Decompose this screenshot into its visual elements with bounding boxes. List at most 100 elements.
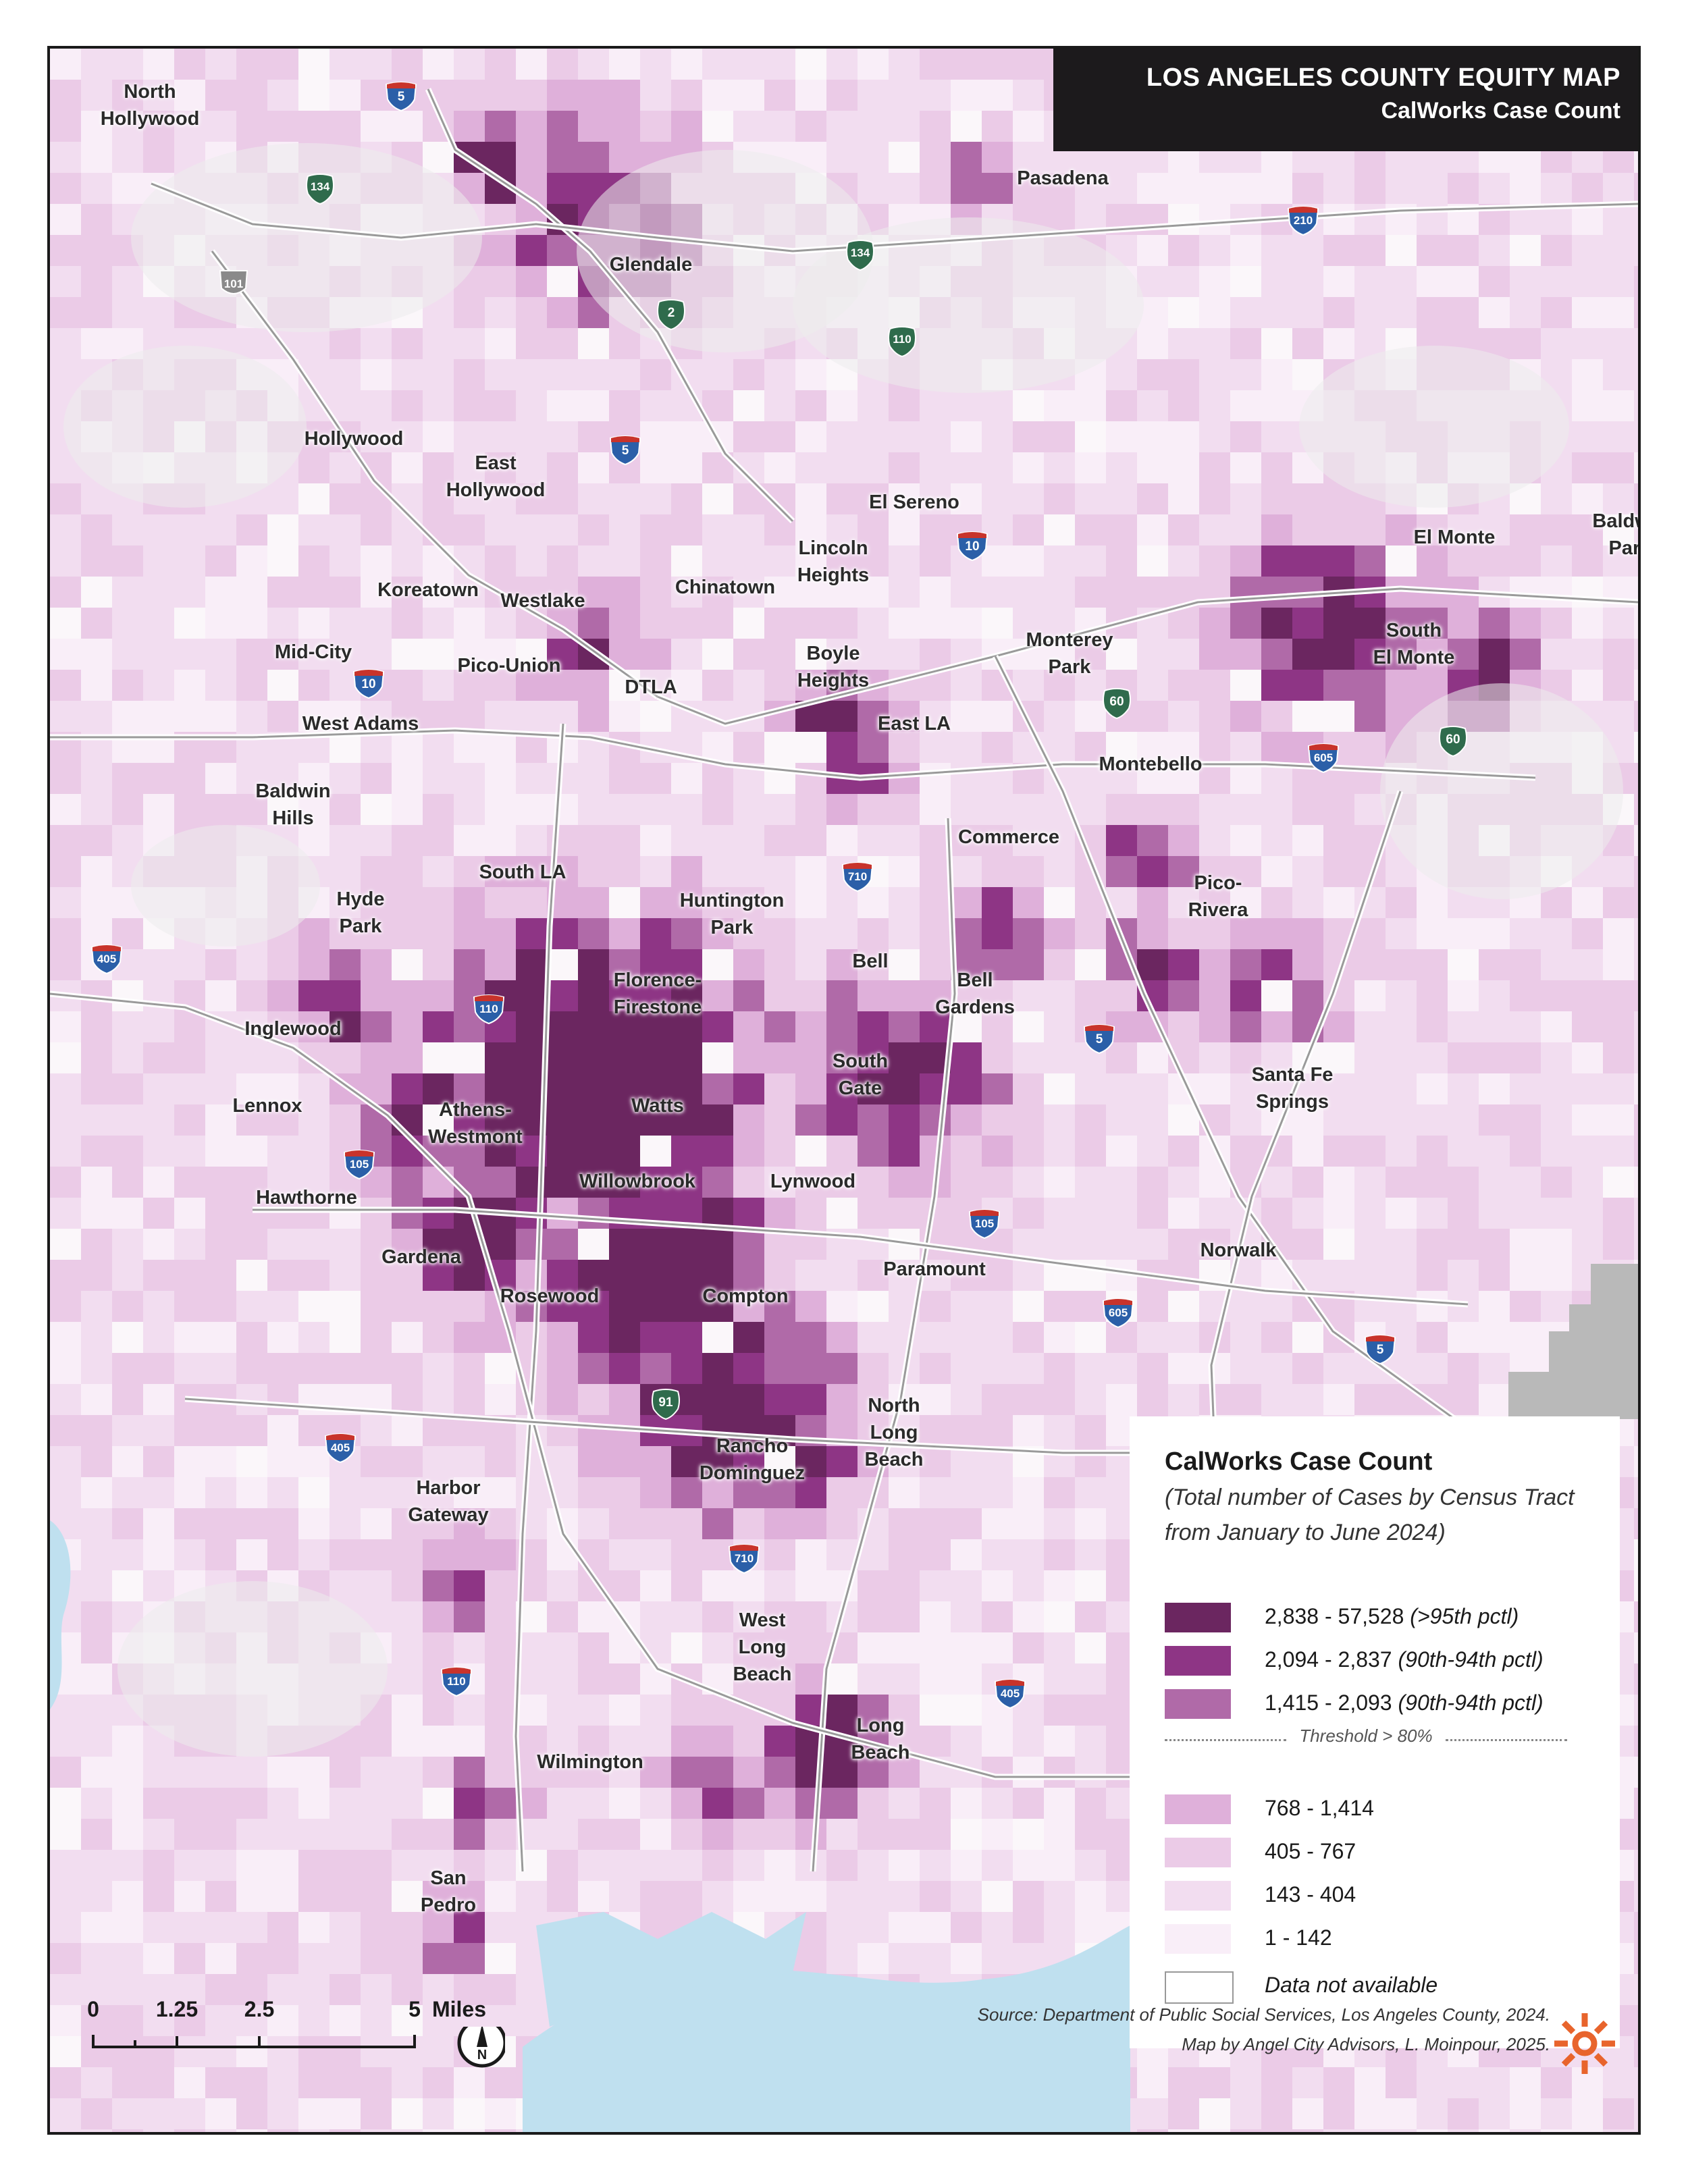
census-tract bbox=[1448, 608, 1479, 639]
place-label-bell: Bell bbox=[852, 951, 889, 972]
census-tract bbox=[1354, 1198, 1386, 1229]
census-tract bbox=[329, 1042, 361, 1074]
census-tract bbox=[112, 1384, 144, 1416]
census-tract bbox=[1386, 1229, 1417, 1260]
census-tract bbox=[1323, 608, 1355, 639]
census-tract bbox=[392, 49, 423, 80]
census-tract bbox=[1168, 2129, 1200, 2132]
census-tract bbox=[826, 1446, 858, 1478]
census-tract bbox=[205, 763, 237, 795]
census-tract bbox=[609, 577, 641, 608]
census-tract bbox=[982, 918, 1013, 950]
census-tract bbox=[50, 111, 82, 142]
census-tract bbox=[702, 1042, 734, 1074]
census-tract bbox=[1354, 1384, 1386, 1416]
census-tract bbox=[733, 1322, 765, 1354]
census-tract bbox=[329, 1477, 361, 1509]
census-tract bbox=[609, 80, 641, 111]
census-tract bbox=[1230, 1011, 1262, 1043]
census-tract bbox=[1075, 1912, 1107, 1944]
census-tract bbox=[764, 794, 796, 826]
census-tract bbox=[423, 483, 454, 515]
census-tract bbox=[1354, 918, 1386, 950]
census-tract bbox=[826, 949, 858, 981]
place-label-santa-fe-springs: Santa Fe Springs bbox=[1251, 1064, 1334, 1113]
census-tract bbox=[609, 701, 641, 733]
census-tract bbox=[1075, 421, 1107, 453]
census-tract bbox=[1013, 1912, 1045, 1944]
place-label-north-long-beach: North Long Beach bbox=[864, 1395, 924, 1470]
census-tract bbox=[702, 483, 734, 515]
census-tract bbox=[1354, 2129, 1386, 2132]
census-tract bbox=[826, 421, 858, 453]
census-tract bbox=[951, 1136, 982, 1167]
shield-number: 105 bbox=[349, 1158, 369, 1171]
census-tract bbox=[516, 297, 548, 329]
census-tract bbox=[1044, 1788, 1076, 1819]
census-tract bbox=[361, 328, 392, 360]
census-tract bbox=[205, 1912, 237, 1944]
census-tract bbox=[143, 1757, 175, 1788]
census-tract bbox=[1199, 1042, 1231, 1074]
census-tract bbox=[112, 794, 144, 826]
census-tract bbox=[920, 421, 951, 453]
census-tract bbox=[143, 2098, 175, 2130]
census-tract bbox=[1448, 1167, 1479, 1198]
census-tract bbox=[81, 1229, 113, 1260]
census-tract bbox=[858, 1850, 889, 1882]
census-tract bbox=[1510, 918, 1541, 950]
census-tract bbox=[795, 1073, 827, 1105]
census-tract bbox=[858, 1167, 889, 1198]
census-tract bbox=[174, 1322, 206, 1354]
census-tract bbox=[112, 1260, 144, 1291]
census-tract bbox=[609, 1881, 641, 1913]
census-tract bbox=[112, 2129, 144, 2132]
census-tract bbox=[81, 545, 113, 577]
census-tract bbox=[143, 2067, 175, 2099]
census-tract bbox=[609, 1446, 641, 1478]
census-tract bbox=[1448, 1011, 1479, 1043]
census-tract bbox=[1137, 545, 1169, 577]
census-tract bbox=[920, 1539, 951, 1571]
census-tract bbox=[50, 2129, 82, 2132]
census-tract bbox=[671, 1788, 703, 1819]
census-tract bbox=[205, 1508, 237, 1540]
census-tract bbox=[392, 1415, 423, 1447]
census-tract bbox=[1417, 949, 1448, 981]
census-tract bbox=[1075, 1229, 1107, 1260]
census-tract bbox=[454, 1632, 485, 1664]
census-tract bbox=[236, 1260, 268, 1291]
census-tract bbox=[112, 1881, 144, 1913]
census-tract bbox=[578, 980, 610, 1012]
census-tract bbox=[143, 1539, 175, 1571]
census-tract bbox=[81, 856, 113, 888]
census-tract bbox=[1168, 1291, 1200, 1323]
census-tract bbox=[1106, 1073, 1138, 1105]
census-tract bbox=[1075, 1757, 1107, 1788]
census-tract bbox=[112, 1073, 144, 1105]
census-tract bbox=[516, 918, 548, 950]
census-tract bbox=[764, 1508, 796, 1540]
census-tract bbox=[1292, 545, 1324, 577]
census-tract bbox=[1386, 1291, 1417, 1323]
census-tract bbox=[516, 2005, 548, 2037]
interstate-shield-icon: 710 bbox=[727, 1543, 762, 1574]
census-tract bbox=[1137, 701, 1169, 733]
census-tract bbox=[1417, 266, 1448, 298]
census-tract bbox=[547, 142, 579, 174]
census-tract bbox=[640, 452, 672, 484]
census-tract bbox=[298, 111, 330, 142]
census-tract bbox=[1541, 1198, 1573, 1229]
census-tract bbox=[1479, 608, 1510, 639]
census-tract bbox=[485, 2098, 517, 2130]
census-tract bbox=[361, 421, 392, 453]
census-tract bbox=[826, 390, 858, 422]
census-tract bbox=[889, 80, 920, 111]
census-tract bbox=[609, 1291, 641, 1323]
census-tract bbox=[702, 794, 734, 826]
census-tract bbox=[112, 1943, 144, 1975]
census-tract bbox=[1541, 173, 1573, 205]
census-tract bbox=[1137, 421, 1169, 453]
census-tract bbox=[1292, 887, 1324, 919]
census-tract bbox=[1292, 1322, 1324, 1354]
